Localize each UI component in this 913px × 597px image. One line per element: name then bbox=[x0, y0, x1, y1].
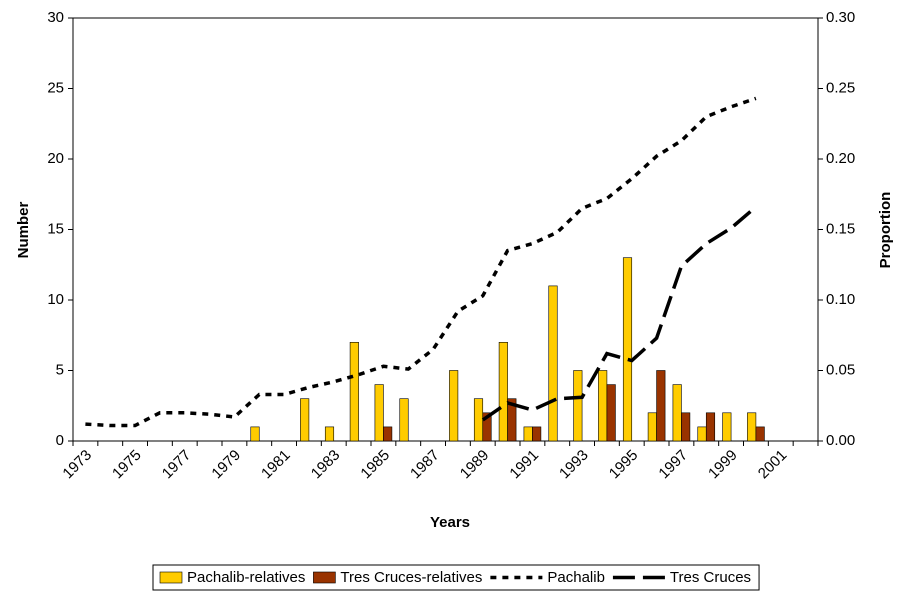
bar bbox=[374, 384, 384, 442]
bar bbox=[722, 412, 732, 442]
bar bbox=[697, 426, 707, 442]
y2-tick-label: 0.15 bbox=[826, 220, 855, 237]
bar bbox=[647, 412, 657, 442]
y2-tick-label: 0.30 bbox=[826, 9, 855, 26]
bar bbox=[681, 412, 691, 442]
y-tick-label: 30 bbox=[47, 9, 64, 26]
x-tick-label: 1973 bbox=[59, 447, 95, 483]
bar bbox=[532, 426, 542, 442]
y-tick-label: 15 bbox=[47, 220, 64, 237]
x-tick-label: 1989 bbox=[457, 447, 493, 483]
bar bbox=[747, 412, 757, 442]
y2-axis-title: Proportion bbox=[877, 192, 894, 269]
legend-swatch bbox=[159, 571, 183, 584]
bar bbox=[672, 384, 682, 442]
bar bbox=[324, 426, 335, 442]
x-tick-label: 1975 bbox=[109, 447, 145, 483]
bar bbox=[449, 370, 459, 442]
bar bbox=[606, 384, 616, 442]
bar bbox=[399, 398, 409, 442]
x-tick-label: 1993 bbox=[556, 447, 592, 483]
x-tick-label: 2001 bbox=[755, 447, 791, 483]
bar bbox=[705, 412, 716, 442]
plot-area bbox=[72, 17, 819, 442]
y2-tick-label: 0.10 bbox=[826, 291, 855, 308]
legend-label: Tres Cruces bbox=[670, 569, 751, 586]
bar bbox=[383, 426, 393, 442]
y-tick-label: 10 bbox=[47, 291, 64, 308]
x-axis-title: Years bbox=[430, 514, 470, 531]
x-tick-label: 1985 bbox=[357, 447, 393, 483]
y2-tick-label: 0.25 bbox=[826, 79, 855, 96]
y-tick-label: 5 bbox=[56, 361, 64, 378]
x-tick-label: 1997 bbox=[655, 447, 691, 483]
y-tick-label: 0 bbox=[56, 432, 64, 449]
bar bbox=[755, 426, 765, 442]
y-tick-label: 25 bbox=[47, 79, 64, 96]
bar bbox=[498, 341, 508, 442]
bar bbox=[507, 398, 517, 442]
y-axis-title: Number bbox=[15, 202, 32, 259]
bar bbox=[300, 398, 310, 442]
x-tick-label: 1991 bbox=[506, 447, 542, 483]
bar bbox=[548, 285, 558, 442]
legend-label: Pachalib bbox=[547, 569, 605, 586]
x-tick-label: 1983 bbox=[308, 447, 344, 483]
legend: Pachalib-relatives Tres Cruces-relatives P… bbox=[152, 564, 760, 591]
bar bbox=[656, 370, 666, 442]
y-tick-label: 20 bbox=[47, 150, 64, 167]
line bbox=[481, 205, 758, 422]
x-tick-label: 1995 bbox=[606, 447, 642, 483]
legend-label: Pachalib-relatives bbox=[187, 569, 305, 586]
bar bbox=[482, 412, 492, 442]
x-tick-label: 1999 bbox=[705, 447, 741, 483]
x-tick-label: 1979 bbox=[208, 447, 244, 483]
x-tick-label: 1981 bbox=[258, 447, 294, 483]
x-tick-label: 1987 bbox=[407, 447, 443, 483]
y2-tick-label: 0.05 bbox=[826, 361, 855, 378]
legend-label: Tres Cruces-relatives bbox=[340, 569, 482, 586]
bar bbox=[250, 426, 260, 442]
x-tick-label: 1977 bbox=[159, 447, 195, 483]
bar bbox=[573, 370, 583, 442]
bar bbox=[622, 257, 633, 442]
y2-tick-label: 0.20 bbox=[826, 150, 855, 167]
y2-tick-label: 0.00 bbox=[826, 432, 855, 449]
bar bbox=[523, 426, 533, 442]
bar bbox=[349, 341, 359, 442]
bar bbox=[598, 370, 608, 442]
bar bbox=[473, 398, 484, 442]
legend-swatch bbox=[313, 571, 336, 584]
